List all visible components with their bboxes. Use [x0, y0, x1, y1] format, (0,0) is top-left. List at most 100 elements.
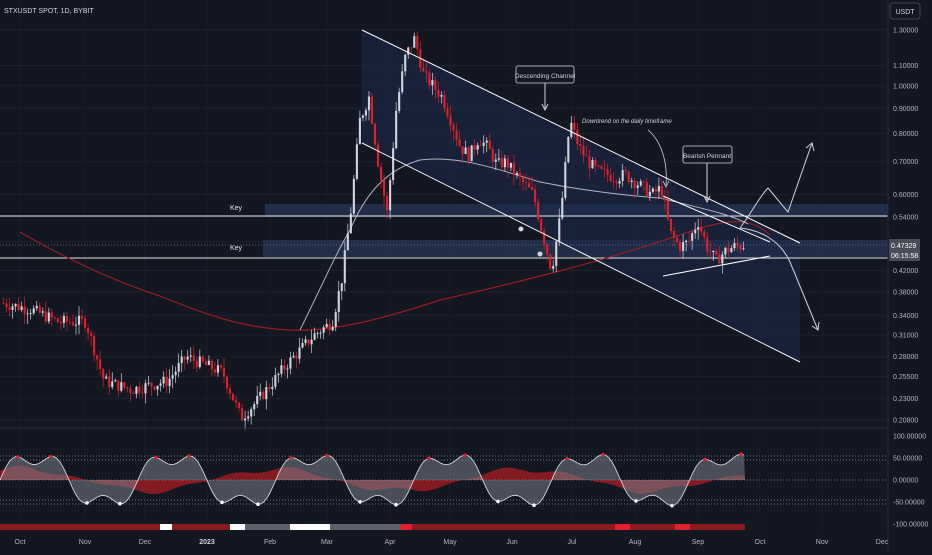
candle-body	[84, 318, 87, 328]
candle-body	[364, 110, 368, 116]
candle-body	[319, 332, 322, 334]
candle-body	[141, 392, 144, 394]
osc-extreme-dot	[154, 455, 158, 460]
candle-body	[534, 189, 537, 203]
osc-extreme-dot	[118, 501, 122, 506]
candle-body	[579, 144, 582, 147]
candle-body	[666, 200, 670, 219]
candle-body	[235, 400, 238, 403]
candles[interactable]	[2, 31, 745, 430]
candle-body	[718, 254, 721, 264]
osc-extreme-dot	[16, 455, 20, 459]
candle-body	[259, 391, 262, 396]
osc-extreme-dot	[220, 500, 224, 505]
candle-body	[47, 312, 50, 322]
candle-body	[476, 145, 479, 150]
candle-body	[467, 147, 470, 162]
signal-bar-segment	[400, 524, 412, 530]
candle-body	[727, 247, 730, 253]
candle-body	[527, 183, 531, 188]
candle-body	[238, 402, 241, 409]
candle-body	[389, 180, 392, 211]
candle-body	[189, 355, 192, 357]
candle-body	[123, 382, 126, 388]
candle-body	[552, 265, 555, 269]
signal-bar-segment	[160, 524, 172, 530]
signal-dot	[537, 251, 543, 257]
candle-body	[346, 233, 349, 251]
candle-body	[343, 250, 346, 284]
candle-body	[183, 356, 186, 360]
candle-body	[470, 145, 473, 162]
candle-body	[573, 122, 576, 130]
candle-body	[733, 243, 736, 249]
price-tick-label: 0.80000	[893, 131, 918, 138]
currency-selector[interactable]	[889, 2, 921, 20]
candle-body	[62, 316, 65, 323]
candle-body	[416, 36, 419, 50]
pennant-lower-line[interactable]	[662, 255, 771, 277]
candle-body	[648, 191, 651, 197]
candle-body	[280, 365, 283, 374]
candle-body	[672, 230, 676, 238]
candle-body	[413, 36, 416, 48]
moving-average-50	[299, 158, 749, 331]
candle-body	[515, 172, 519, 176]
channel-upper-line[interactable]	[361, 29, 801, 244]
last-price-value: 0.47329	[891, 243, 916, 250]
candle-body	[591, 160, 594, 169]
price-tick-label: 0.38000	[893, 289, 918, 296]
osc-extreme-dot	[532, 503, 536, 508]
candle-body	[564, 162, 567, 198]
time-tick-label: May	[443, 539, 457, 546]
candle-body	[96, 355, 99, 360]
bearish-pennant-pointer-head	[703, 195, 711, 204]
price-tick-label: 0.90000	[893, 106, 918, 113]
candle-body	[561, 197, 564, 219]
candle-body	[201, 356, 204, 362]
candle-body	[8, 307, 11, 311]
candle-body	[600, 166, 603, 169]
candle-body	[195, 360, 198, 368]
pennant-upper-line[interactable]	[662, 195, 771, 243]
candle-body	[349, 213, 352, 234]
candle-body	[488, 140, 491, 150]
candle-body	[120, 382, 123, 391]
candle-body	[437, 89, 440, 97]
candle-body	[313, 333, 316, 340]
time-tick-label: Jun	[506, 539, 517, 546]
candle-body	[159, 383, 162, 386]
bearish-projection-path	[739, 227, 819, 331]
candle-body	[17, 303, 20, 310]
candle-body	[567, 136, 570, 163]
candle-body	[512, 162, 516, 176]
candle-body	[102, 368, 105, 379]
time-tick-label: Oct	[755, 539, 766, 546]
candle-body	[521, 176, 525, 183]
candle-body	[367, 96, 371, 111]
signal-bar-segment	[172, 524, 230, 530]
candle-body	[624, 169, 627, 172]
candle-body	[392, 148, 395, 181]
candle-body	[256, 395, 259, 405]
oscillator-panel[interactable]	[0, 452, 888, 508]
osc-extreme-dot	[496, 499, 500, 504]
osc-line	[0, 453, 745, 507]
candle-body	[618, 180, 621, 184]
price-tick-label: 1.30000	[893, 28, 918, 35]
candle-body	[524, 182, 528, 184]
channel-lower-line[interactable]	[361, 142, 801, 363]
signal-bar-segment	[630, 524, 675, 530]
candle-body	[23, 306, 26, 314]
bullish-arrow-head	[805, 142, 815, 152]
candle-body	[669, 218, 673, 231]
osc-extreme-dot	[601, 452, 605, 457]
price-tick-label: 0.54000	[893, 214, 918, 221]
signal-bar-segment	[245, 524, 290, 530]
candle-body	[609, 175, 612, 181]
candle-body	[298, 347, 301, 359]
price-tick-label: 0.31000	[893, 333, 918, 340]
candle-body	[458, 139, 461, 147]
